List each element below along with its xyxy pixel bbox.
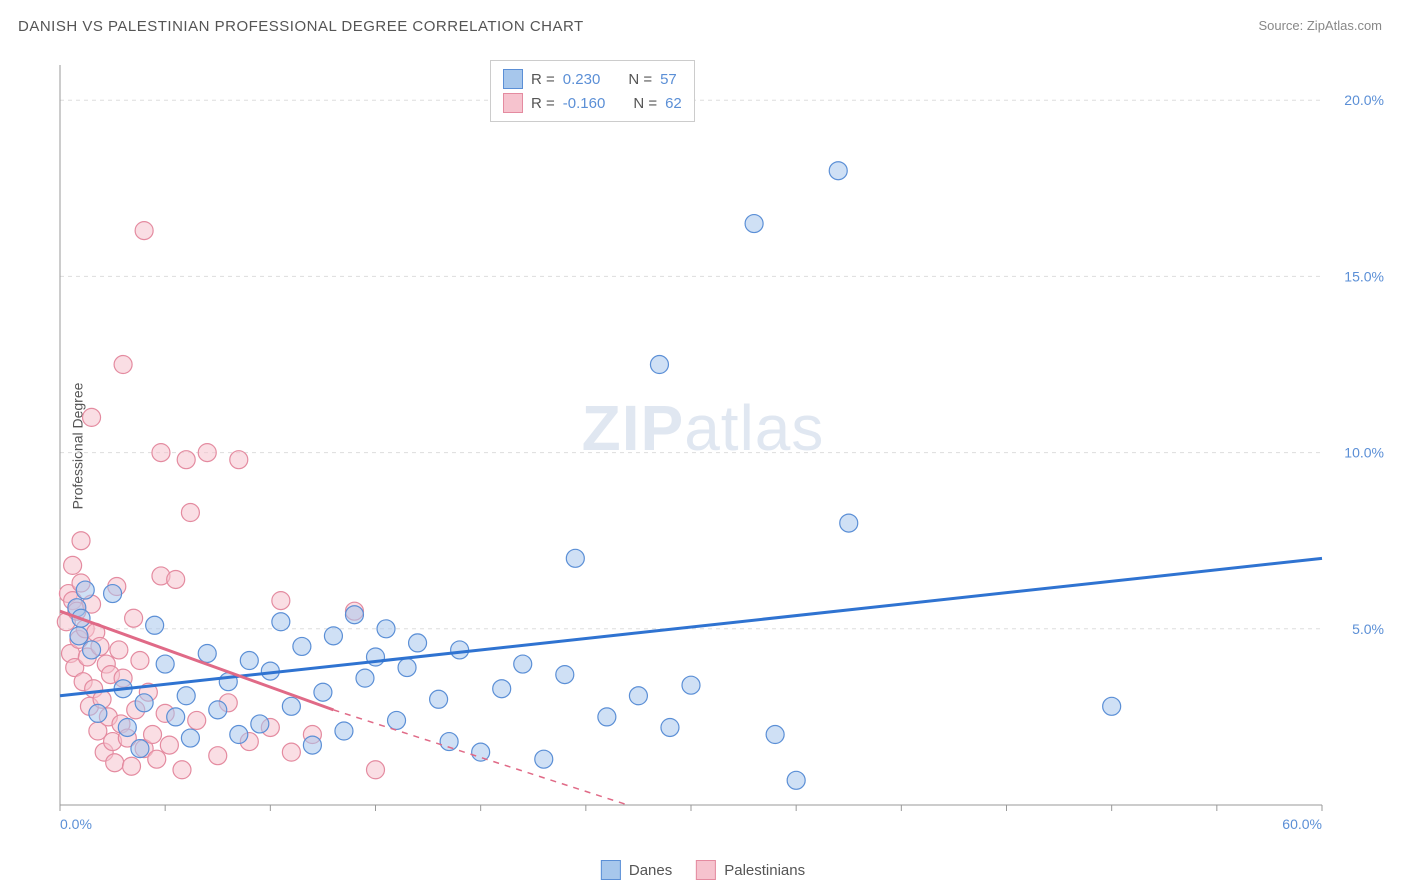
svg-text:5.0%: 5.0% bbox=[1352, 621, 1384, 637]
svg-text:60.0%: 60.0% bbox=[1282, 816, 1322, 832]
legend-item-series2: Palestinians bbox=[696, 860, 805, 880]
legend-row-2: R = -0.160 N = 62 bbox=[503, 91, 682, 115]
series1-name: Danes bbox=[629, 862, 672, 879]
swatch-series1 bbox=[503, 69, 523, 89]
chart-title: DANISH VS PALESTINIAN PROFESSIONAL DEGRE… bbox=[18, 18, 584, 35]
svg-text:20.0%: 20.0% bbox=[1344, 92, 1384, 108]
source-label: Source: ZipAtlas.com bbox=[1258, 18, 1382, 33]
series2-n-value: 62 bbox=[665, 95, 682, 112]
scatter-plot-svg: 5.0% 10.0% 15.0% 20.0% 0.0% 60.0% bbox=[52, 55, 1392, 845]
swatch-series2 bbox=[503, 93, 523, 113]
series2-r-value: -0.160 bbox=[563, 95, 606, 112]
series1-n-value: 57 bbox=[660, 71, 677, 88]
n-label: N = bbox=[633, 95, 657, 112]
n-label: N = bbox=[628, 71, 652, 88]
r-label: R = bbox=[531, 95, 555, 112]
series1-r-value: 0.230 bbox=[563, 71, 601, 88]
legend-row-1: R = 0.230 N = 57 bbox=[503, 67, 682, 91]
swatch-series2-icon bbox=[696, 860, 716, 880]
legend-item-series1: Danes bbox=[601, 860, 672, 880]
correlation-legend: R = 0.230 N = 57 R = -0.160 N = 62 bbox=[490, 60, 695, 122]
swatch-series1-icon bbox=[601, 860, 621, 880]
series-legend: Danes Palestinians bbox=[601, 860, 805, 880]
svg-text:0.0%: 0.0% bbox=[60, 816, 92, 832]
r-label: R = bbox=[531, 71, 555, 88]
svg-text:10.0%: 10.0% bbox=[1344, 445, 1384, 461]
plot-area: 5.0% 10.0% 15.0% 20.0% 0.0% 60.0% bbox=[52, 55, 1392, 845]
series2-name: Palestinians bbox=[724, 862, 805, 879]
svg-text:15.0%: 15.0% bbox=[1344, 268, 1384, 284]
